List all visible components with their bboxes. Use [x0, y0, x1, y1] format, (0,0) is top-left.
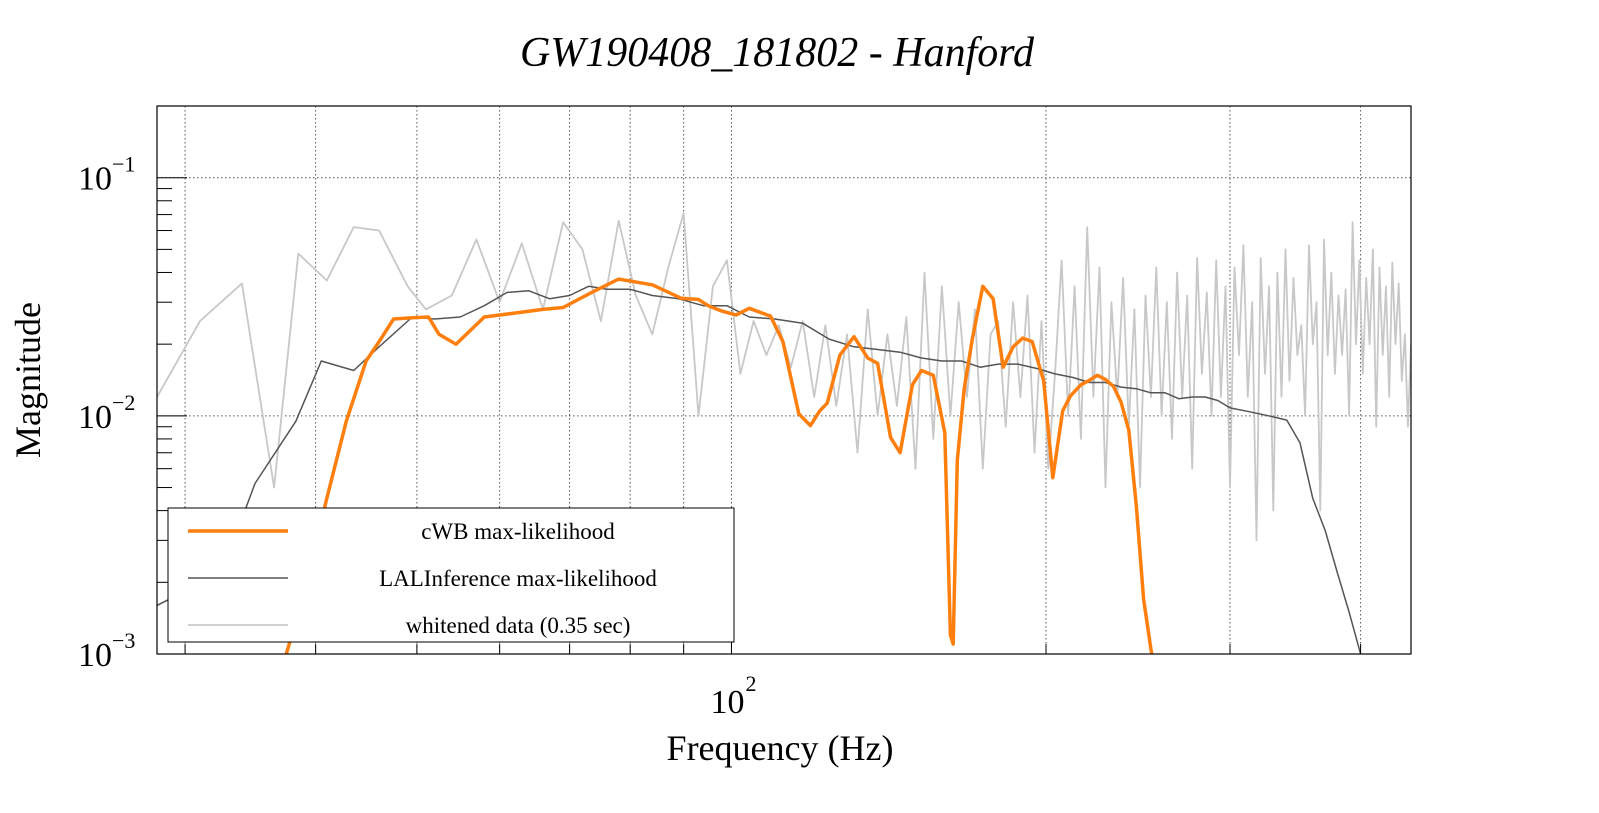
y-tick-label: 10 [78, 161, 112, 198]
y-tick-exponent: −2 [112, 390, 135, 415]
legend-label: cWB max-likelihood [421, 519, 615, 544]
series-line-whitened-data-0-35-sec [157, 212, 1411, 542]
y-tick-exponent: −3 [112, 628, 135, 653]
series-line-cwb-max-likelihood [284, 277, 1154, 654]
plot-frame [156, 105, 1412, 655]
y-tick-label: 10 [78, 399, 112, 436]
x-tick-labels: 102 [710, 671, 756, 721]
y-tick-labels: 10−110−210−3 [78, 152, 135, 674]
x-axis-label: Frequency (Hz) [667, 728, 894, 768]
x-tick-exponent: 2 [745, 671, 756, 696]
y-tick-exponent: −1 [112, 152, 135, 177]
legend-label: LALInference max-likelihood [379, 566, 657, 591]
legend-label: whitened data (0.35 sec) [406, 613, 631, 638]
x-tick-label: 10 [710, 684, 744, 721]
chart-title: GW190408_181802 - Hanford [520, 30, 1035, 76]
legend: cWB max-likelihood LALInference max-likel… [167, 507, 735, 643]
y-axis-label: Magnitude [8, 302, 48, 458]
y-tick-label: 10 [78, 637, 112, 674]
series-line-lalinference-max-likelihood [157, 285, 1362, 654]
series-layer [157, 212, 1411, 654]
